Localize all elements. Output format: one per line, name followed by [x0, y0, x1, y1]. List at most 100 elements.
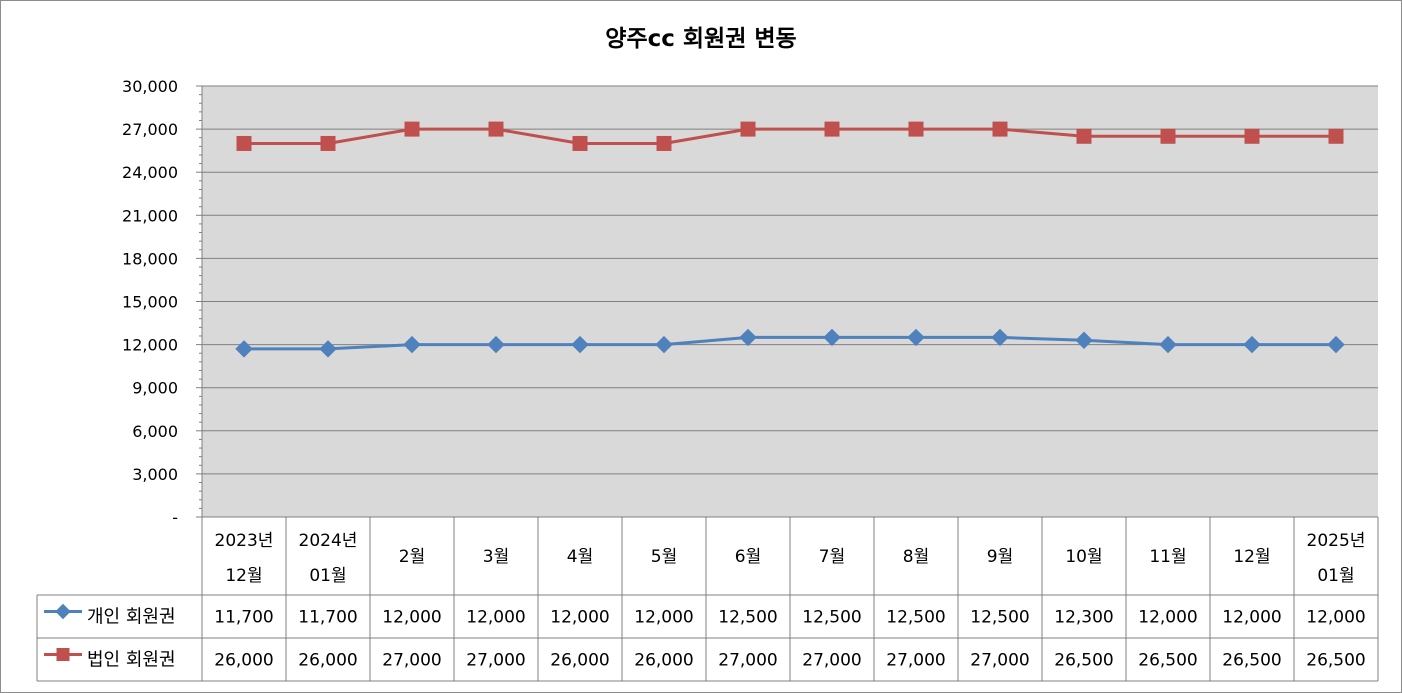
y-tick-label: 27,000 — [122, 120, 178, 139]
data-table-value: 27,000 — [382, 651, 441, 671]
data-table-value: 27,000 — [970, 651, 1029, 671]
data-table-value: 12,500 — [718, 608, 777, 628]
legend-entry: 개인 회원권 — [44, 603, 176, 628]
x-category-label: 2월 — [399, 547, 425, 567]
data-point-square — [908, 121, 924, 137]
x-category-label: 2024년 01월 — [299, 531, 358, 586]
x-category-label: 11월 — [1149, 547, 1186, 567]
series-2 — [236, 121, 1344, 151]
data-table-value: 27,000 — [802, 651, 861, 671]
y-tick-label: 6,000 — [132, 422, 178, 441]
x-category-line: 5월 — [651, 547, 677, 567]
x-category-line: 12월 — [1233, 547, 1270, 567]
data-table-value: 26,500 — [1138, 651, 1197, 671]
data-table-value: 26,500 — [1222, 651, 1281, 671]
data-table-value: 26,000 — [214, 651, 273, 671]
data-table-value: 12,000 — [634, 608, 693, 628]
y-tick-label: - — [172, 508, 178, 527]
data-table-value: 12,000 — [382, 608, 441, 628]
x-category-line: 4월 — [567, 547, 593, 567]
data-point-diamond — [991, 328, 1009, 347]
x-category-line: 8월 — [903, 547, 929, 567]
data-table-value: 12,000 — [466, 608, 525, 628]
data-point-square — [404, 121, 420, 137]
data-table-value: 26,000 — [550, 651, 609, 671]
x-category-line: 2025년 — [1307, 531, 1366, 551]
y-tick-label: 21,000 — [122, 206, 178, 225]
data-table-value: 12,500 — [802, 608, 861, 628]
data-point-square — [740, 121, 756, 137]
y-tick-label: 24,000 — [122, 163, 178, 182]
data-point-diamond — [487, 335, 505, 354]
x-category-line: 2월 — [399, 547, 425, 567]
chart-title: 양주cc 회원권 변동 — [605, 26, 796, 52]
data-table-value: 11,700 — [298, 608, 357, 628]
data-table-value: 26,500 — [1306, 651, 1365, 671]
data-point-diamond — [823, 328, 841, 347]
data-point-square — [488, 121, 504, 137]
data-table-value: 26,000 — [634, 651, 693, 671]
y-tick-label: 30,000 — [122, 77, 178, 96]
legend-entry: 법인 회원권 — [44, 648, 176, 671]
data-table-value: 27,000 — [466, 651, 525, 671]
x-category-label: 2025년 01월 — [1307, 531, 1366, 586]
x-category-label: 10월 — [1065, 547, 1102, 567]
plot-area — [202, 85, 1378, 517]
legend-label: 법인 회원권 — [87, 650, 176, 671]
data-point-square — [992, 121, 1008, 137]
data-point-square — [320, 135, 336, 151]
x-category-line: 10월 — [1065, 547, 1102, 567]
x-category-line: 2023년 — [215, 531, 274, 551]
data-point-diamond — [907, 328, 925, 347]
data-table-value: 12,300 — [1054, 608, 1113, 628]
data-point-diamond — [1159, 335, 1177, 354]
x-category-label: 7월 — [819, 547, 845, 567]
data-point-square — [236, 135, 252, 151]
x-category-line: 11월 — [1149, 547, 1186, 567]
x-category-line: 3월 — [483, 547, 509, 567]
y-tick-label: 18,000 — [122, 249, 178, 268]
x-category-line: 7월 — [819, 547, 845, 567]
x-category-label: 5월 — [651, 547, 677, 567]
y-tick-label: 12,000 — [122, 336, 178, 355]
data-point-square — [1076, 128, 1092, 144]
data-table-value: 26,000 — [298, 651, 357, 671]
x-category-label: 4월 — [567, 547, 593, 567]
data-point-square — [1328, 128, 1344, 144]
data-table-value: 12,500 — [970, 608, 1029, 628]
data-point-diamond — [739, 328, 757, 347]
x-category-label: 2023년 12월 — [215, 531, 274, 586]
data-point-diamond — [1327, 335, 1345, 354]
data-point-diamond — [235, 340, 253, 358]
y-tick-label: 3,000 — [132, 465, 178, 484]
data-table-value: 27,000 — [886, 651, 945, 671]
x-category-line: 01월 — [1317, 566, 1354, 586]
series-line — [244, 127, 1336, 145]
data-table-value: 26,500 — [1054, 651, 1113, 671]
legend-marker-diamond — [55, 603, 71, 620]
x-category-label: 8월 — [903, 547, 929, 567]
legend-label: 개인 회원권 — [87, 607, 176, 628]
data-table-value: 12,500 — [886, 608, 945, 628]
x-category-line: 2024년 — [299, 531, 358, 551]
y-tick-label: 9,000 — [132, 379, 178, 398]
data-point-diamond — [1243, 335, 1261, 354]
data-point-diamond — [1075, 331, 1093, 349]
data-point-diamond — [403, 335, 421, 354]
data-point-square — [572, 135, 588, 151]
x-category-line: 9월 — [987, 547, 1013, 567]
data-point-square — [1244, 128, 1260, 144]
data-table: 2023년 12월 2024년 01월 2월 3월 4월 5월 6월 7월 8월 9월 10월 11월 12… — [36, 516, 1379, 682]
x-category-line: 01월 — [309, 566, 346, 586]
data-table-value: 11,700 — [214, 608, 273, 628]
series-1 — [235, 328, 1345, 358]
data-table-value: 12,000 — [1222, 608, 1281, 628]
data-point-square — [656, 135, 672, 151]
y-tick-label: 15,000 — [122, 293, 178, 312]
x-category-line: 12월 — [225, 566, 262, 586]
data-point-diamond — [655, 335, 673, 354]
x-category-line: 6월 — [735, 547, 761, 567]
y-axis: - 3,000 6,000 9,000 12,000 15,000 18,000 21,000… — [122, 77, 203, 527]
data-table-value: 12,000 — [1306, 608, 1365, 628]
